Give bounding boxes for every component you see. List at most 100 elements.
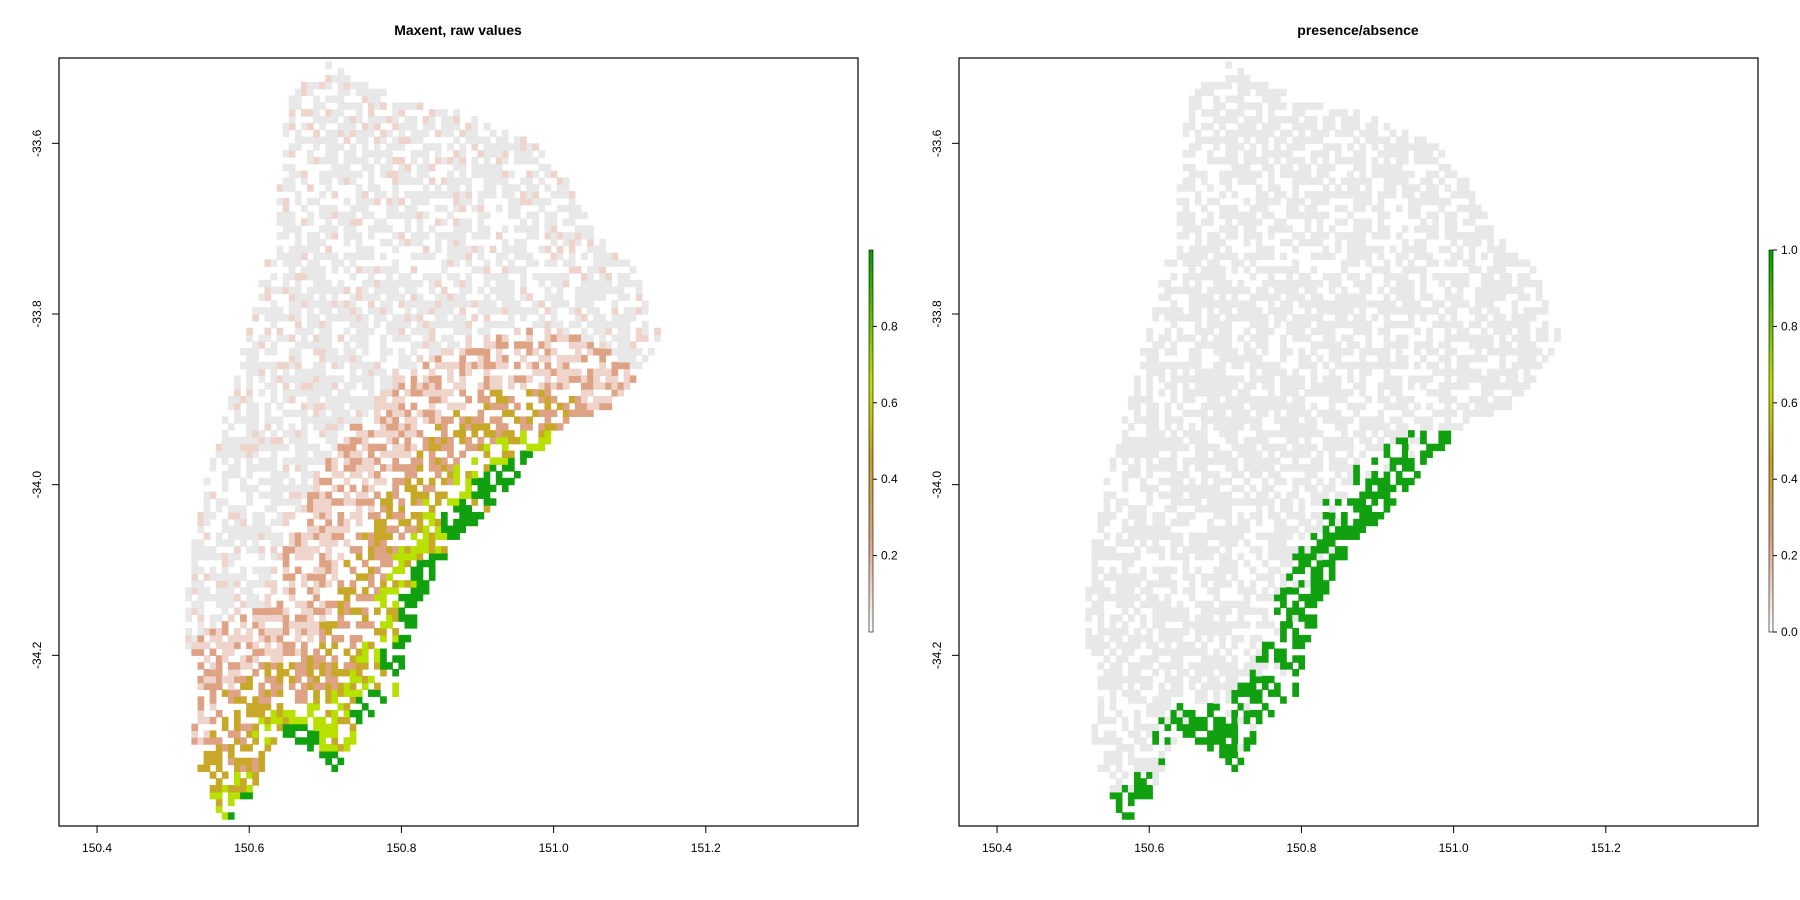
- raster-cell: [1341, 361, 1348, 370]
- raster-cell: [1310, 211, 1318, 220]
- raster-cell: [319, 614, 326, 622]
- raster-cell: [215, 539, 223, 547]
- raster-cell: [282, 546, 290, 554]
- raster-cell: [1255, 634, 1263, 643]
- raster-cell: [337, 279, 345, 288]
- raster-cell: [404, 136, 412, 144]
- raster-cell: [477, 218, 485, 226]
- raster-cell: [1176, 641, 1184, 650]
- raster-cell: [264, 628, 272, 636]
- raster-cell: [404, 552, 412, 561]
- raster-cell: [1274, 150, 1281, 158]
- raster-cell: [1188, 211, 1196, 220]
- raster-cell: [434, 218, 442, 226]
- raster-cell: [313, 525, 320, 534]
- raster-cell: [240, 532, 247, 540]
- raster-cell: [599, 259, 606, 267]
- raster-cell: [1201, 416, 1208, 424]
- raster-cell: [1316, 197, 1324, 206]
- raster-cell: [447, 416, 454, 424]
- raster-cell: [270, 395, 278, 404]
- raster-cell: [380, 443, 387, 452]
- raster-cell: [209, 757, 217, 766]
- raster-cell: [313, 682, 320, 691]
- raster-cell: [325, 436, 332, 445]
- raster-cell: [514, 150, 521, 158]
- raster-cell: [221, 416, 229, 424]
- raster-cell: [1213, 662, 1220, 670]
- raster-cell: [1213, 546, 1220, 554]
- raster-cell: [1292, 655, 1299, 663]
- raster-cell: [1255, 471, 1263, 479]
- raster-cell: [1152, 546, 1159, 554]
- raster-cell: [227, 675, 235, 684]
- raster-cell: [1292, 327, 1299, 336]
- raster-cell: [1146, 593, 1153, 602]
- raster-cell: [416, 314, 424, 322]
- raster-cell: [276, 716, 284, 725]
- raster-cell: [1188, 286, 1196, 295]
- raster-cell: [574, 286, 582, 295]
- raster-cell: [453, 518, 460, 527]
- raster-cell: [422, 484, 430, 493]
- raster-cell: [1298, 361, 1306, 370]
- raster-cell: [288, 730, 296, 738]
- raster-cell: [1243, 607, 1251, 615]
- raster-cell: [453, 225, 460, 233]
- raster-cell: [288, 293, 296, 301]
- raster-cell: [331, 170, 339, 179]
- raster-cell: [1280, 450, 1287, 458]
- raster-cell: [508, 191, 515, 199]
- raster-cell: [185, 593, 192, 602]
- raster-cell: [581, 409, 588, 418]
- raster-cell: [556, 177, 564, 185]
- raster-cell: [1274, 184, 1281, 192]
- raster-cell: [562, 232, 570, 240]
- raster-cell: [1292, 102, 1299, 110]
- raster-cell: [294, 505, 302, 513]
- raster-cell: [441, 266, 448, 274]
- raster-cell: [1322, 484, 1330, 493]
- raster-cell: [1140, 566, 1147, 575]
- raster-cell: [605, 259, 613, 267]
- raster-cell: [337, 286, 345, 295]
- raster-cell: [562, 273, 570, 281]
- raster-cell: [550, 225, 558, 233]
- raster-cell: [1146, 416, 1153, 424]
- raster-cell: [276, 600, 284, 609]
- raster-cell: [337, 757, 345, 766]
- raster-cell: [1316, 102, 1324, 110]
- raster-cell: [1115, 593, 1123, 602]
- raster-cell: [1207, 307, 1214, 315]
- raster-cell: [319, 361, 326, 370]
- raster-cell: [611, 314, 619, 322]
- raster-cell: [1158, 368, 1166, 377]
- raster-cell: [1341, 293, 1348, 301]
- raster-cell: [270, 709, 278, 718]
- raster-cell: [355, 662, 363, 670]
- raster-cell: [203, 730, 211, 738]
- raster-cell: [1182, 559, 1190, 568]
- raster-cell: [453, 197, 460, 206]
- raster-cell: [514, 266, 521, 274]
- raster-cell: [227, 696, 235, 704]
- raster-cell: [392, 368, 399, 377]
- raster-cell: [301, 600, 308, 609]
- raster-cell: [191, 552, 199, 561]
- raster-cell: [1158, 607, 1166, 615]
- raster-cell: [1334, 273, 1342, 281]
- raster-cell: [459, 491, 466, 499]
- raster-cell: [1213, 655, 1220, 663]
- raster-cell: [526, 232, 533, 240]
- raster-cell: [264, 402, 272, 411]
- raster-cell: [313, 286, 320, 295]
- raster-cell: [209, 552, 217, 561]
- raster-cell: [355, 88, 363, 97]
- raster-cell: [434, 436, 442, 445]
- raster-cell: [1213, 279, 1220, 288]
- raster-cell: [501, 286, 509, 295]
- raster-cell: [331, 634, 339, 643]
- raster-cell: [1188, 532, 1196, 540]
- raster-cell: [307, 498, 314, 506]
- raster-cell: [1170, 682, 1178, 691]
